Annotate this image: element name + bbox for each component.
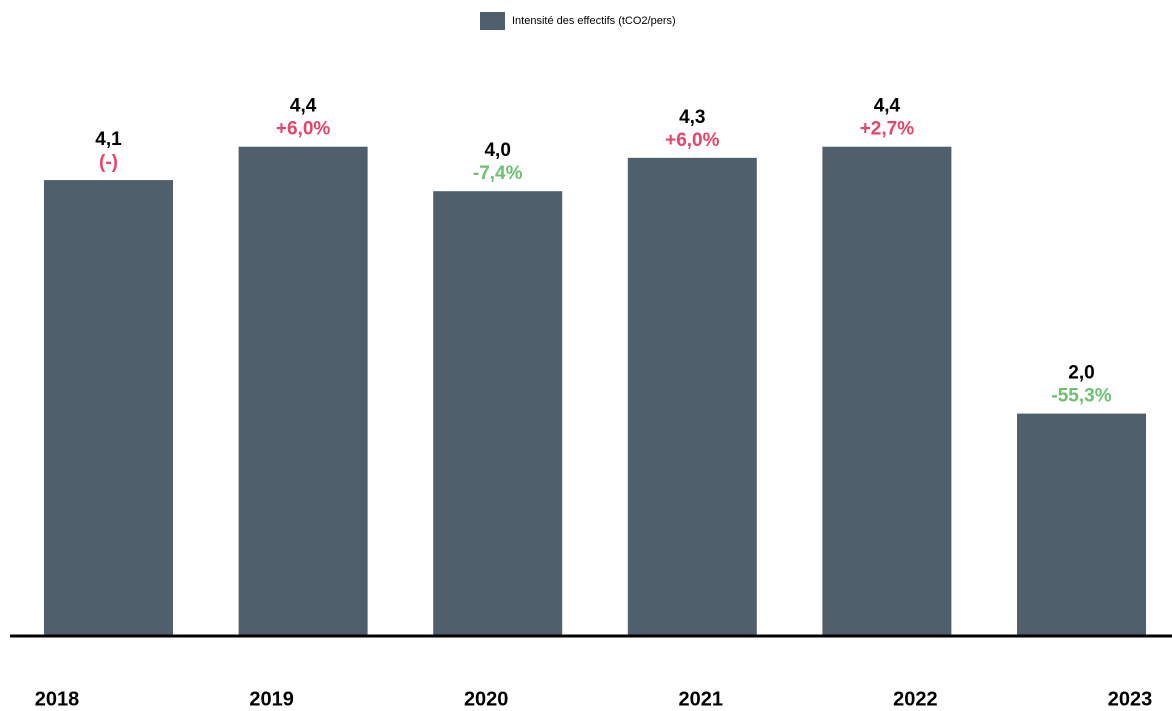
bar (44, 180, 173, 636)
change-label: +2,7% (860, 119, 915, 140)
value-label: 2,0 (1068, 363, 1094, 384)
change-label: +6,0% (276, 119, 331, 140)
change-label: -7,4% (473, 163, 523, 184)
bar (433, 191, 563, 636)
x-tick-label: 2023 (1108, 688, 1153, 710)
value-label: 4,4 (290, 96, 317, 117)
value-label: 4,3 (679, 107, 705, 128)
legend-label: Intensité des effectifs (tCO2/pers) (512, 15, 676, 27)
legend-swatch (480, 12, 505, 30)
x-tick-label: 2022 (893, 688, 938, 710)
change-label: +6,0% (665, 130, 720, 151)
x-tick-label: 2018 (35, 688, 80, 710)
value-label: 4,1 (95, 129, 122, 150)
bar (627, 157, 757, 636)
change-label: (-) (99, 152, 118, 173)
x-tick-label: 2021 (679, 688, 724, 710)
x-tick-label: 2019 (249, 688, 294, 710)
value-label: 4,4 (874, 96, 901, 117)
change-label: -55,3% (1051, 386, 1111, 407)
value-label: 4,0 (484, 140, 510, 161)
x-tick-label: 2020 (464, 688, 509, 710)
bar (1017, 413, 1146, 636)
bar (822, 146, 952, 636)
bar (238, 146, 368, 636)
